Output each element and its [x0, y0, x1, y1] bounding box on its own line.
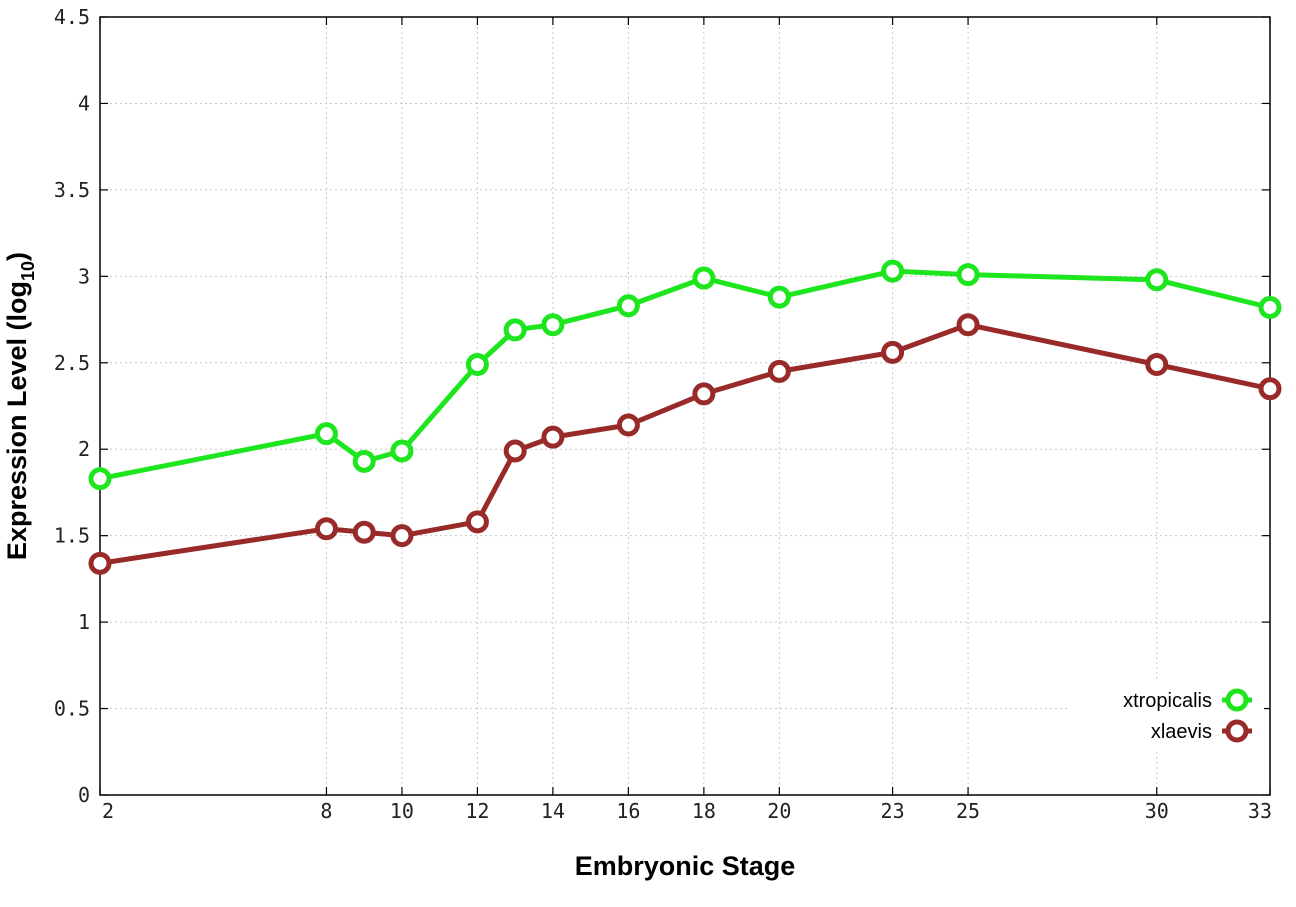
data-point-xlaevis [314, 517, 338, 541]
y-axis-title-main: Expression Level (log [2, 281, 32, 560]
data-point-xlaevis [503, 439, 527, 463]
y-tick-label: 3.5 [54, 178, 90, 202]
y-tick-label: 4.5 [54, 5, 90, 29]
y-tick-label: 1 [78, 610, 90, 634]
data-point-xlaevis [352, 520, 376, 544]
x-tick-label: 23 [881, 799, 905, 823]
legend-marker-xtropicalis [1225, 688, 1249, 712]
data-point-xlaevis [1145, 353, 1169, 377]
y-tick-label: 0.5 [54, 697, 90, 721]
x-tick-label: 14 [541, 799, 565, 823]
data-point-xlaevis [465, 510, 489, 534]
axis-ticks: 0 0.5 1 1.5 2 2.5 3 3.5 4 4.5 2 8 10 12 14 16 18 20 23 25 30… [54, 5, 1272, 823]
data-point-xlaevis [88, 551, 112, 575]
x-tick-label: 33 [1248, 799, 1272, 823]
y-tick-label: 4 [78, 91, 90, 115]
y-tick-label: 2.5 [54, 351, 90, 375]
data-point-xlaevis [692, 382, 716, 406]
data-point-xlaevis [541, 425, 565, 449]
y-tick-label: 3 [78, 264, 90, 288]
x-tick-label: 25 [956, 799, 980, 823]
data-point-xtropicalis [1145, 268, 1169, 292]
plot-frame [99, 16, 1271, 796]
data-point-xtropicalis [881, 259, 905, 283]
legend: xtropicalis xlaevis [1068, 680, 1264, 750]
data-point-xtropicalis [956, 263, 980, 287]
data-point-xtropicalis [1258, 295, 1282, 319]
data-point-xtropicalis [616, 294, 640, 318]
data-point-xlaevis [616, 413, 640, 437]
y-axis-title: Expression Level (log10) [2, 252, 38, 560]
legend-label-xlaevis: xlaevis [1151, 721, 1212, 743]
series-line-xtropicalis [99, 268, 1271, 482]
y-tick-label: 1.5 [54, 524, 90, 548]
data-point-xtropicalis [390, 439, 414, 463]
x-tick-label: 18 [692, 799, 716, 823]
x-tick-label: 16 [616, 799, 640, 823]
grid-lines [100, 17, 1270, 795]
legend-label-xtropicalis: xtropicalis [1123, 690, 1212, 712]
data-point-xlaevis [881, 340, 905, 364]
y-tick-label: 2 [78, 437, 90, 461]
data-point-xtropicalis [767, 285, 791, 309]
x-tick-label: 20 [767, 799, 791, 823]
data-point-xtropicalis [503, 318, 527, 342]
x-axis-title: Embryonic Stage [575, 851, 796, 881]
x-tick-label: 2 [102, 799, 114, 823]
x-tick-label: 10 [390, 799, 414, 823]
data-point-xtropicalis [88, 467, 112, 491]
data-point-xlaevis [956, 313, 980, 337]
x-tick-label: 12 [465, 799, 489, 823]
data-point-xlaevis [1258, 377, 1282, 401]
data-point-xtropicalis [541, 313, 565, 337]
data-point-xtropicalis [352, 449, 376, 473]
y-axis-title-subscript: 10 [18, 261, 38, 281]
x-tick-label: 30 [1145, 799, 1169, 823]
y-axis-title-close: ) [2, 252, 32, 261]
data-point-xtropicalis [314, 422, 338, 446]
x-tick-label: 8 [320, 799, 332, 823]
y-tick-label: 0 [78, 783, 90, 807]
data-point-xtropicalis [465, 353, 489, 377]
legend-marker-xlaevis [1225, 719, 1249, 743]
series-lines [88, 259, 1282, 575]
data-point-xlaevis [767, 359, 791, 383]
data-point-xtropicalis [692, 266, 716, 290]
data-point-xlaevis [390, 524, 414, 548]
